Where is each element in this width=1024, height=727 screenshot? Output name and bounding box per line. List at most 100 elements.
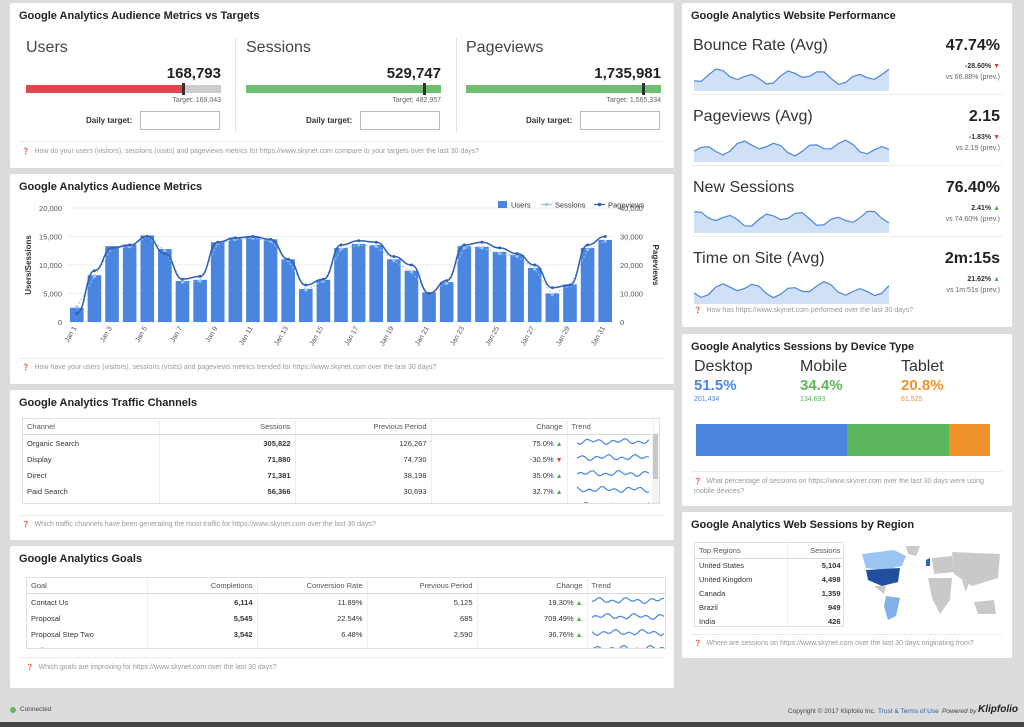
users-bar[interactable] <box>316 279 331 322</box>
pageviews-point[interactable] <box>198 274 202 278</box>
table-row[interactable]: Proposal 5,545 22.54% 685 709.49% ▲ <box>27 610 665 626</box>
pageviews-point[interactable] <box>75 311 79 315</box>
performance-row[interactable]: Bounce Rate (Avg) 47.74% -28.60% ▼ vs 66.88… <box>682 25 1012 95</box>
sessions-point[interactable] <box>550 293 554 297</box>
table-row[interactable]: Organic Search 305,822 126,267 75.0% ▲ <box>23 434 654 451</box>
sessions-point[interactable] <box>163 249 167 253</box>
column-header[interactable]: Trend <box>587 578 665 594</box>
users-bar[interactable] <box>422 292 436 322</box>
pageviews-point[interactable] <box>163 252 167 256</box>
sessions-point[interactable] <box>462 246 466 250</box>
column-header[interactable]: Change <box>477 578 588 594</box>
sessions-point[interactable] <box>357 243 361 247</box>
users-bar[interactable] <box>439 282 454 322</box>
pageviews-point[interactable] <box>374 240 378 244</box>
sessions-point[interactable] <box>198 279 202 283</box>
sessions-point[interactable] <box>339 247 343 251</box>
sessions-point[interactable] <box>603 239 607 243</box>
users-bar[interactable] <box>263 239 278 322</box>
users-bar[interactable] <box>87 275 102 322</box>
terms-link[interactable]: Trust & Terms of Use <box>878 708 939 715</box>
users-bar[interactable] <box>598 239 612 322</box>
users-bar[interactable] <box>404 270 419 322</box>
daily-target-input[interactable] <box>140 111 220 130</box>
table-row[interactable]: United Kingdom 4,498 <box>695 572 843 587</box>
users-bar[interactable] <box>105 246 119 322</box>
sessions-point[interactable] <box>75 305 79 309</box>
table-row[interactable]: Canada 1,359 <box>695 586 843 601</box>
column-header[interactable]: Trend <box>567 419 654 435</box>
sessions-point[interactable] <box>392 258 396 263</box>
column-header[interactable]: Goal <box>27 578 148 594</box>
table-row[interactable]: Call In2,99837.84%3,285-8.74% ▼ <box>27 642 665 648</box>
users-bar[interactable] <box>475 246 489 322</box>
pageviews-point[interactable] <box>357 239 361 243</box>
users-bar[interactable] <box>122 244 137 322</box>
device-share-segment[interactable] <box>948 424 990 456</box>
column-header[interactable]: Top Regions <box>695 543 788 559</box>
table-row[interactable]: Paid Search 56,366 30,693 32.7% ▲ <box>23 483 654 499</box>
users-bar[interactable] <box>175 280 190 322</box>
pageviews-point[interactable] <box>445 279 449 283</box>
users-bar[interactable] <box>334 247 348 322</box>
device-share-segment[interactable] <box>847 424 949 456</box>
pageviews-point[interactable] <box>92 269 96 273</box>
pageviews-point[interactable] <box>286 257 290 261</box>
pageviews-point[interactable] <box>498 246 502 250</box>
pageviews-point[interactable] <box>251 235 255 238</box>
performance-row[interactable]: New Sessions 76.40% 2.41% ▲ vs 74.60% (prev… <box>682 167 1012 237</box>
users-bar[interactable] <box>510 254 524 322</box>
sessions-point[interactable] <box>497 252 502 256</box>
column-header[interactable]: Change <box>431 419 568 435</box>
pageviews-point[interactable] <box>533 263 537 267</box>
pageviews-point[interactable] <box>427 292 431 295</box>
users-bar[interactable] <box>387 259 401 322</box>
pageviews-point[interactable] <box>110 246 114 250</box>
performance-row[interactable]: Time on Site (Avg) 2m:15s 21.62% ▲ vs 1m:51… <box>682 238 1012 308</box>
pageviews-point[interactable] <box>339 243 343 247</box>
table-row[interactable]: Display 71,880 74,730 -30.5% ▼ <box>23 451 654 467</box>
pageviews-point[interactable] <box>128 243 132 247</box>
column-header[interactable]: Sessions <box>159 419 296 435</box>
pageviews-point[interactable] <box>409 263 413 267</box>
users-bar[interactable] <box>210 242 225 322</box>
users-bar[interactable] <box>228 237 243 322</box>
users-bar[interactable] <box>527 267 542 322</box>
users-bar[interactable] <box>193 279 207 322</box>
sessions-point[interactable] <box>515 254 519 259</box>
users-bar[interactable] <box>140 235 155 322</box>
users-bar[interactable] <box>351 243 366 322</box>
users-bar[interactable] <box>545 293 560 323</box>
scrollbar[interactable] <box>652 433 659 503</box>
pageviews-point[interactable] <box>321 277 325 281</box>
sessions-point[interactable] <box>533 267 537 271</box>
column-header[interactable]: Conversion Rate <box>257 578 368 594</box>
users-bar[interactable] <box>580 247 595 322</box>
daily-target-input[interactable] <box>360 111 440 130</box>
column-header[interactable]: Previous Period <box>295 419 432 435</box>
users-bar[interactable] <box>281 259 295 322</box>
column-header[interactable]: Channel <box>23 419 160 435</box>
users-bar[interactable] <box>492 251 507 322</box>
pageviews-point[interactable] <box>216 240 220 244</box>
table-row[interactable]: Brazil 949 <box>695 600 843 615</box>
sessions-point[interactable] <box>585 248 590 252</box>
table-row[interactable]: India 426 <box>695 614 843 626</box>
table-row[interactable]: United States 5,104 <box>695 558 843 573</box>
pageviews-point[interactable] <box>180 277 184 281</box>
pageviews-point[interactable] <box>269 237 273 241</box>
pageviews-point[interactable] <box>392 254 396 258</box>
users-bar[interactable] <box>369 245 384 322</box>
pageviews-point[interactable] <box>462 243 466 247</box>
pageviews-point[interactable] <box>568 283 572 287</box>
sessions-point[interactable] <box>480 246 484 250</box>
users-bar[interactable] <box>457 246 472 322</box>
users-bar[interactable] <box>298 288 313 322</box>
users-bar[interactable] <box>246 236 260 323</box>
scrollbar-thumb[interactable] <box>653 434 658 479</box>
sessions-point[interactable] <box>409 270 414 274</box>
users-bar[interactable] <box>563 284 577 322</box>
pageviews-point[interactable] <box>586 243 590 247</box>
users-bar[interactable] <box>158 249 172 322</box>
pageviews-point[interactable] <box>515 252 519 256</box>
